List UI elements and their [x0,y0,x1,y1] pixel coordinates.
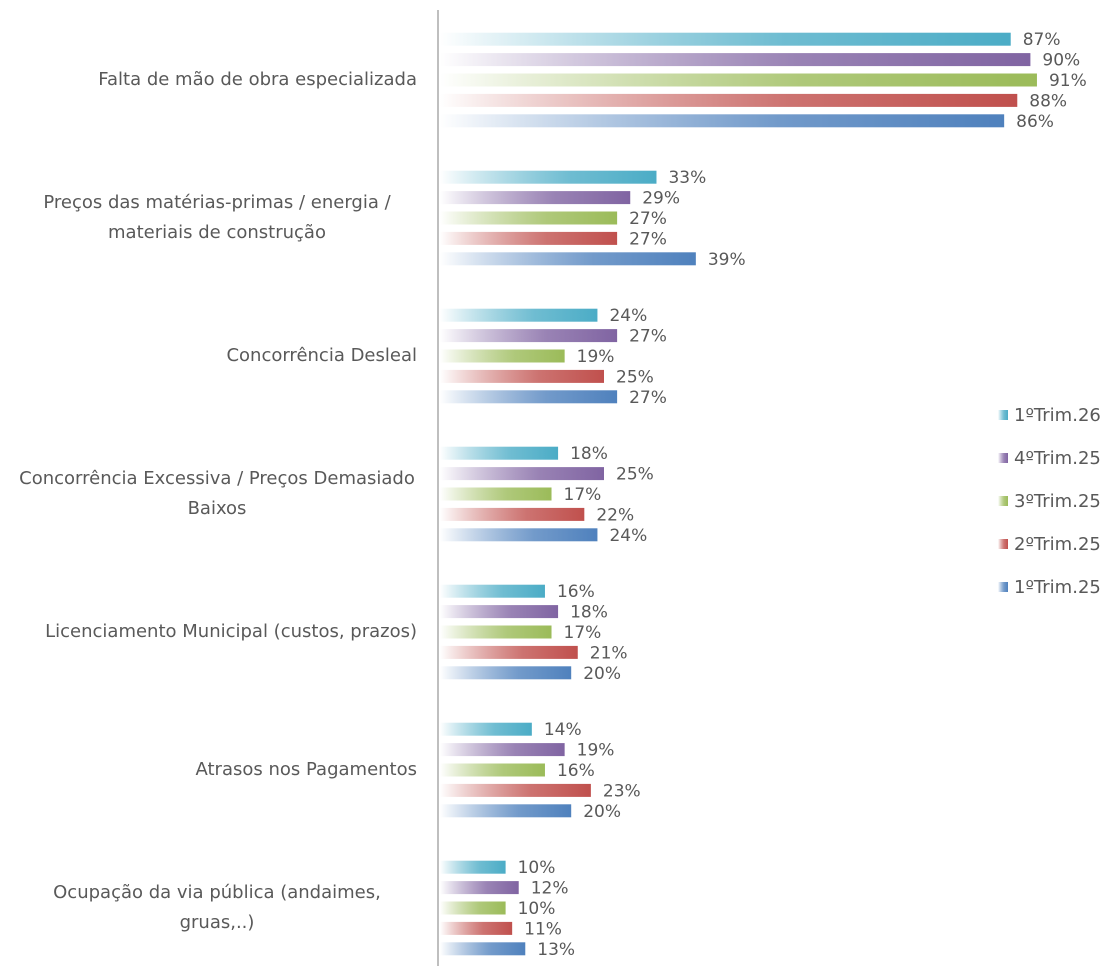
bar [440,783,591,797]
legend-label: 2ºTrim.25 [1014,534,1101,555]
bar [440,390,618,404]
bar [440,191,631,205]
value-label: 16% [557,582,595,602]
category-text: Atrasos nos Pagamentos [195,759,418,780]
bar [440,308,598,322]
legend-swatch [998,496,1008,506]
value-label: 10% [518,858,556,878]
bar [440,584,545,598]
bar [440,605,559,619]
value-label: 16% [557,761,595,781]
bar [440,231,618,245]
value-label: 90% [1042,51,1080,71]
value-label: 24% [609,306,647,326]
value-label: 24% [609,526,647,546]
value-label: 25% [616,465,654,485]
legend-label: 1ºTrim.26 [1014,405,1101,426]
value-label: 11% [524,919,562,939]
category-label: Atrasos nos Pagamentos [0,755,418,785]
legend-swatch [998,539,1008,549]
value-label: 27% [629,229,667,249]
bar [440,942,526,956]
value-label: 91% [1049,71,1087,91]
bar [440,446,559,460]
bar [440,369,604,383]
bar [440,625,552,639]
value-label: 10% [518,899,556,919]
value-label: 20% [583,664,621,684]
bar [440,252,696,266]
category-text: Ocupação da via pública (andaimes, gruas… [53,882,381,933]
bar [440,73,1037,87]
category-text: Concorrência Excessiva / Preços Demasiad… [19,468,415,519]
bar [440,211,618,225]
legend-swatch [998,453,1008,463]
value-label: 19% [577,347,615,367]
value-label: 25% [616,367,654,387]
category-text: Licenciamento Municipal (custos, prazos) [45,621,417,642]
bar [440,666,572,680]
bar [440,170,657,184]
bar [440,743,565,757]
category-label: Licenciamento Municipal (custos, prazos) [0,617,417,647]
bar [440,804,572,818]
bar [440,645,578,659]
category-label: Falta de mão de obra especializada [0,65,417,95]
value-label: 18% [570,603,608,623]
bar [440,722,532,736]
bar [440,860,506,874]
legend-label: 4ºTrim.25 [1014,448,1101,469]
legend-label: 3ºTrim.25 [1014,491,1101,512]
bar [440,329,618,343]
bar [440,32,1011,46]
value-label: 17% [564,485,602,505]
category-label: Concorrência Excessiva / Preços Demasiad… [0,464,417,524]
bar [440,507,585,521]
legend-swatch [998,410,1008,420]
value-label: 19% [577,741,615,761]
value-label: 12% [531,879,569,899]
value-label: 27% [629,209,667,229]
value-label: 22% [596,505,634,525]
value-label: 27% [629,327,667,347]
bar [440,921,513,935]
legend-swatch [998,582,1008,592]
value-label: 27% [629,388,667,408]
value-label: 13% [537,940,575,960]
value-label: 88% [1029,91,1067,111]
bar [440,53,1031,67]
value-label: 86% [1016,112,1054,132]
bar [440,114,1005,128]
bar [440,93,1018,107]
value-label: 23% [603,781,641,801]
value-label: 20% [583,802,621,822]
value-label: 87% [1023,30,1061,50]
category-label: Ocupação da via pública (andaimes, gruas… [0,878,417,938]
bar [440,763,545,777]
value-label: 33% [668,168,706,188]
bar [440,349,565,363]
value-label: 17% [564,623,602,643]
bar [440,487,552,501]
legend-label: 1ºTrim.25 [1014,577,1101,598]
category-text: Falta de mão de obra especializada [98,69,417,90]
bar [440,881,519,895]
value-label: 39% [708,250,746,270]
category-text: Concorrência Desleal [226,345,417,366]
category-label: Concorrência Desleal [0,341,417,371]
value-label: 29% [642,189,680,209]
value-label: 21% [590,643,628,663]
bar [440,528,598,542]
bar [440,467,604,481]
value-label: 14% [544,720,582,740]
category-text: Preços das matérias-primas / energia / m… [43,192,391,243]
category-label: Preços das matérias-primas / energia / m… [0,188,417,248]
bar [440,901,506,915]
value-label: 18% [570,444,608,464]
